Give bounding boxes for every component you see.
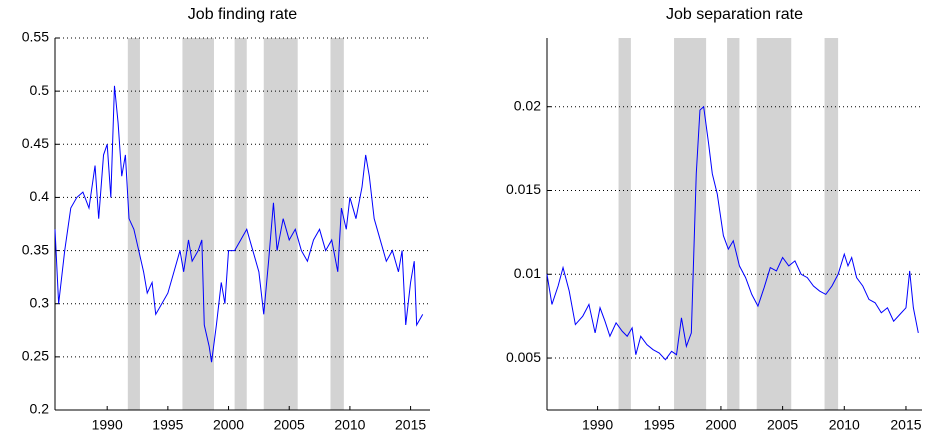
- shaded-region: [824, 38, 839, 410]
- chart-title: Job separation rate: [666, 6, 803, 23]
- data-line: [546, 105, 919, 361]
- x-tick-label: 2000: [705, 417, 736, 433]
- shaded-region: [182, 38, 214, 410]
- y-tick-label: 0.01: [514, 265, 541, 281]
- y-tick-label: 0.005: [506, 349, 541, 365]
- x-tick-label: 2010: [334, 417, 365, 433]
- y-tick-label: 0.02: [514, 97, 541, 113]
- y-tick-label: 0.25: [22, 348, 49, 364]
- y-tick-label: 0.45: [22, 135, 49, 151]
- shaded-region: [127, 38, 140, 410]
- data-line: [54, 85, 424, 363]
- x-tick-label: 2005: [767, 417, 798, 433]
- x-tick-label: 2015: [890, 417, 921, 433]
- y-tick-label: 0.35: [22, 241, 49, 257]
- x-tick-label: 1995: [152, 417, 183, 433]
- x-tick-label: 2000: [213, 417, 244, 433]
- y-tick-label: 0.4: [30, 188, 50, 204]
- y-tick-label: 0.55: [22, 29, 49, 45]
- shaded-region: [263, 38, 298, 410]
- shaded-region: [727, 38, 740, 410]
- y-tick-label: 0.3: [30, 294, 50, 310]
- x-tick-label: 2015: [395, 417, 426, 433]
- shaded-region: [618, 38, 631, 410]
- chart-title: Job finding rate: [188, 6, 298, 23]
- x-tick-label: 1995: [644, 417, 675, 433]
- shaded-region: [756, 38, 792, 410]
- shaded-region: [674, 38, 707, 410]
- x-tick-label: 2005: [274, 417, 305, 433]
- shaded-region: [330, 38, 344, 410]
- shaded-region: [234, 38, 247, 410]
- x-tick-label: 2010: [829, 417, 860, 433]
- x-tick-label: 1990: [92, 417, 123, 433]
- y-tick-label: 0.015: [506, 181, 541, 197]
- y-tick-label: 0.5: [30, 82, 50, 98]
- y-tick-label: 0.2: [30, 401, 50, 417]
- x-tick-label: 1990: [582, 417, 613, 433]
